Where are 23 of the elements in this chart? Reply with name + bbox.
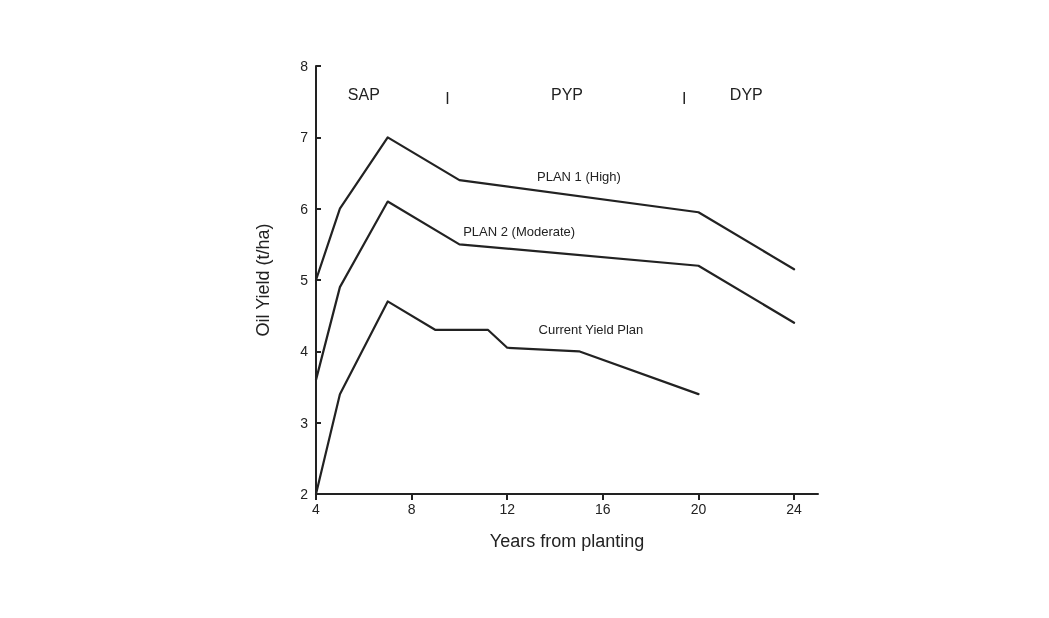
annotation: PYP [550,86,584,104]
annotation: I [445,89,450,107]
annotation: SAP [347,86,380,104]
x-axis-title: Years from planting [489,531,645,551]
series-label: Current Yield Plan [538,322,644,338]
x-tick-label: 16 [595,501,611,517]
y-tick-label: 6 [300,200,309,217]
x-tick-label: 4 [312,501,321,517]
y-tick-label: 3 [300,414,309,431]
x-tick-label: 20 [690,501,707,517]
annotation: DYP [729,86,763,104]
series-label: PLAN 1 (High) [537,169,621,185]
annotation: I [681,89,687,107]
x-tick-label: 8 [407,501,416,517]
y-tick-label: 4 [300,343,309,360]
y-axis-title: Oil Yield (t/ha) [253,223,273,337]
y-tick-label: 2 [300,486,309,502]
y-tick-label: 7 [300,129,309,146]
series-label: PLAN 2 (Moderate) [463,223,576,239]
x-tick-label: 12 [499,501,516,517]
y-tick-label: 5 [300,272,309,288]
y-tick-label: 8 [300,58,309,74]
x-tick-label: 24 [786,501,803,517]
